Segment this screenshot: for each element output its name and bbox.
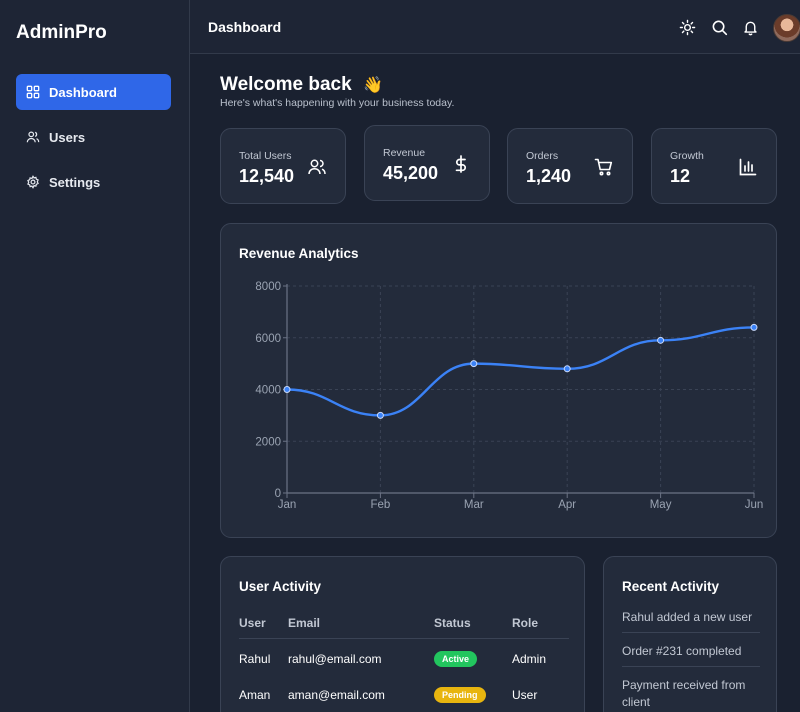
stat-label: Revenue (383, 147, 426, 159)
stat-value: 45,200 (383, 163, 439, 183)
activity-item[interactable]: Payment received from client (622, 678, 746, 709)
stat-card-growth[interactable]: Growth 12 (651, 128, 777, 204)
welcome-heading: Welcome back 👋 (220, 74, 383, 96)
grid-icon (26, 85, 40, 99)
avatar[interactable] (773, 14, 800, 42)
bar-chart-icon (738, 157, 758, 177)
table-row[interactable]: Rahul rahul@email.com Active Admin (239, 639, 569, 675)
divider (622, 632, 760, 633)
stat-label: Growth (670, 150, 704, 162)
user-activity-table: User Email Status Role Rahul rahul@email… (239, 613, 569, 711)
stat-label: Total Users (239, 150, 292, 162)
sidebar-item-label: Users (49, 129, 86, 145)
recent-activity-card: Recent Activity Rahul added a new user O… (603, 556, 777, 712)
sun-icon[interactable] (678, 18, 696, 36)
user-activity-card: User Activity User Email Status Role Rah… (220, 556, 585, 712)
sidebar: AdminPro Dashboard Users (0, 0, 190, 712)
gear-icon (26, 175, 40, 189)
cart-icon (594, 157, 614, 177)
sidebar-item-label: Dashboard (49, 84, 117, 100)
cell-status: Pending (434, 675, 512, 711)
cell-user: Aman (239, 687, 271, 702)
revenue-analytics-card: Revenue Analytics (220, 223, 777, 538)
stat-value: 12 (670, 166, 691, 186)
table-row[interactable]: Aman aman@email.com Pending User (239, 675, 569, 711)
sidebar-item-label: Settings (49, 174, 101, 190)
page-title: Dashboard (208, 19, 282, 35)
dollar-icon (451, 154, 471, 174)
cell-user: Rahul (239, 651, 271, 666)
stat-label: Orders (526, 150, 559, 162)
column-header-role[interactable]: Role (512, 613, 569, 639)
bell-icon[interactable] (741, 18, 759, 36)
top-header: Dashboard (190, 0, 800, 54)
card-title: Recent Activity (622, 579, 720, 594)
cell-email: aman@email.com (288, 687, 385, 702)
activity-item[interactable]: Order #231 completed (622, 644, 742, 658)
divider (622, 666, 760, 667)
activity-item[interactable]: Rahul added a new user (622, 610, 753, 624)
sidebar-item-users[interactable]: Users (16, 119, 171, 155)
sidebar-item-settings[interactable]: Settings (16, 164, 171, 200)
status-badge: Pending (434, 686, 486, 703)
search-icon[interactable] (710, 18, 728, 36)
cell-email: rahul@email.com (288, 651, 382, 666)
cell-status: Active (434, 639, 512, 675)
stat-card-orders[interactable]: Orders 1,240 (507, 128, 633, 204)
stat-card-revenue[interactable]: Revenue 45,200 (364, 125, 490, 201)
welcome-title: Welcome back (220, 74, 352, 95)
column-header-user[interactable]: User (239, 613, 288, 639)
stat-card-total-users[interactable]: Total Users 12,540 (220, 128, 346, 204)
users-icon (307, 157, 327, 177)
stat-value: 12,540 (239, 166, 295, 186)
stat-value: 1,240 (526, 166, 572, 186)
users-icon (26, 130, 40, 144)
column-header-email[interactable]: Email (288, 613, 434, 639)
column-header-status[interactable]: Status (434, 613, 512, 639)
wave-emoji: 👋 (362, 77, 383, 94)
cell-role: User (512, 687, 538, 702)
card-title: Revenue Analytics (239, 246, 359, 261)
status-badge: Active (434, 650, 478, 667)
sidebar-item-dashboard[interactable]: Dashboard (16, 74, 171, 110)
table-header-row: User Email Status Role (239, 613, 569, 639)
card-title: User Activity (239, 579, 322, 594)
cell-role: Admin (512, 651, 547, 666)
brand-logo[interactable]: AdminPro (16, 22, 107, 43)
welcome-subtitle: Here's what's happening with your busine… (220, 97, 455, 109)
